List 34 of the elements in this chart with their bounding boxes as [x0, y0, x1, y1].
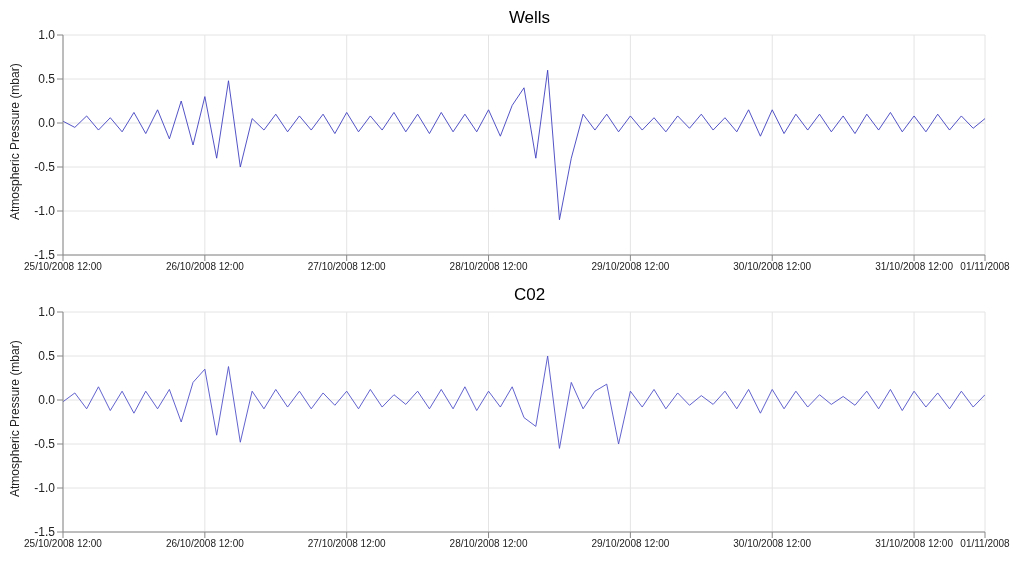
x-tick-label: 30/10/2008 12:00 — [733, 538, 812, 550]
y-tick-label: -0.5 — [34, 160, 56, 175]
line-series — [63, 355, 985, 449]
y-axis-title: Atmospheric Pressure (mbar) — [8, 340, 23, 497]
x-tick-label: 26/10/2008 12:00 — [165, 538, 245, 550]
x-tick-label: 29/10/2008 12:00 — [591, 261, 670, 273]
y-tick-label: -1.5 — [34, 525, 56, 540]
x-tick-label: 28/10/2008 12:00 — [449, 261, 528, 273]
x-tick-label: 27/10/2008 12:00 — [307, 538, 387, 550]
x-tick-label: 01/11/2008 — [960, 261, 1011, 273]
y-tick-label: 1.0 — [38, 28, 56, 43]
x-tick-label: 26/10/2008 12:00 — [165, 261, 245, 273]
y-axis-title: Atmospheric Pressure (mbar) — [8, 63, 23, 220]
x-tick-label: 31/10/2008 12:00 — [875, 538, 954, 550]
y-tick-label: 0.5 — [38, 72, 56, 87]
x-tick-label: 01/11/2008 — [960, 538, 1011, 550]
x-tick-label: 27/10/2008 12:00 — [307, 261, 387, 273]
x-tick-label: 25/10/2008 12:00 — [24, 261, 103, 273]
chart-title: C02 — [512, 285, 547, 306]
y-tick-label: -1.5 — [34, 248, 56, 263]
y-tick-label: 1.0 — [38, 305, 56, 320]
line-series — [63, 69, 985, 221]
x-tick-label: 31/10/2008 12:00 — [875, 261, 954, 273]
y-tick-label: 0.0 — [38, 393, 56, 408]
x-tick-label: 25/10/2008 12:00 — [24, 538, 103, 550]
y-tick-label: -1.0 — [34, 204, 56, 219]
y-tick-label: 0.0 — [38, 116, 56, 131]
chart-title: Wells — [507, 8, 552, 29]
x-tick-label: 30/10/2008 12:00 — [733, 261, 812, 273]
y-tick-label: -0.5 — [34, 437, 56, 452]
x-tick-label: 29/10/2008 12:00 — [591, 538, 670, 550]
x-tick-label: 28/10/2008 12:00 — [449, 538, 528, 550]
y-tick-label: 0.5 — [38, 349, 56, 364]
y-tick-label: -1.0 — [34, 481, 56, 496]
